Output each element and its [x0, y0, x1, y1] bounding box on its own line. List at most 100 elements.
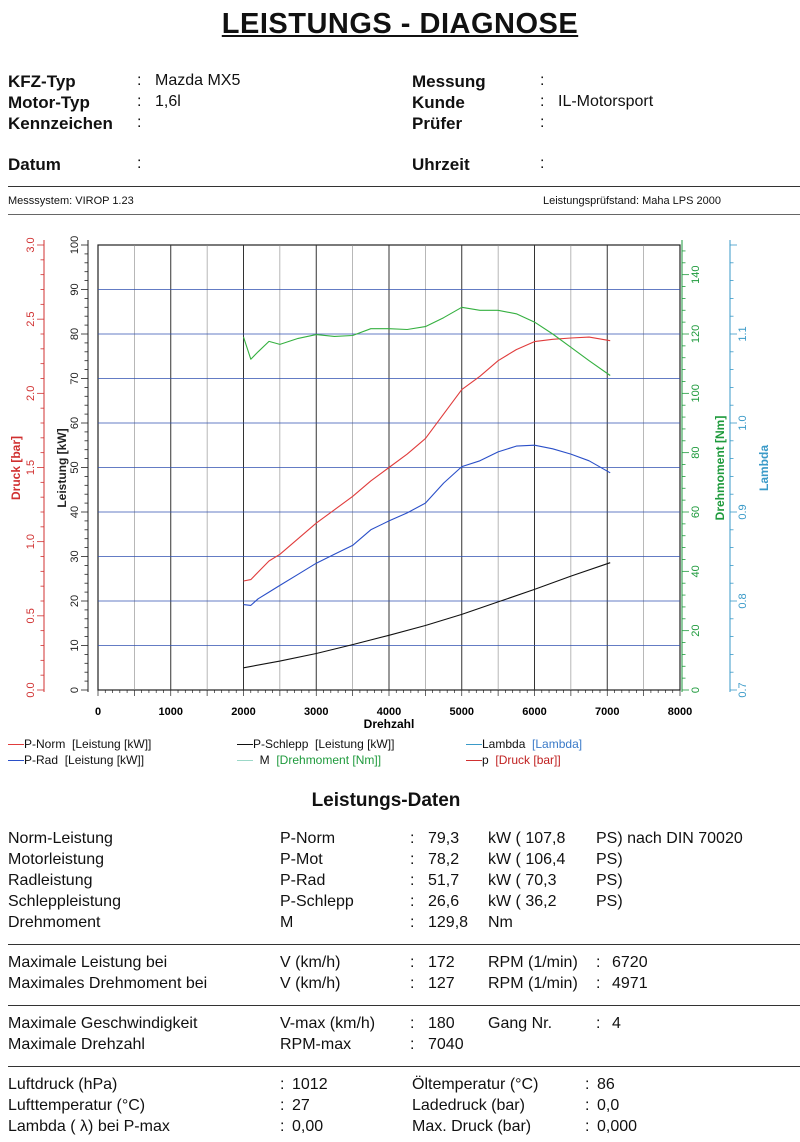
pruefer-label: Prüfer — [412, 114, 463, 133]
unit: kW ( 106,4 — [488, 851, 566, 868]
x-axis-title: Drehzahl — [364, 717, 415, 731]
datum-label: Datum — [8, 155, 61, 174]
lambda-tick-label: 0.9 — [737, 504, 749, 519]
legend-unit: [Leistung [kW]] — [315, 737, 395, 751]
x-tick-label: 6000 — [522, 706, 546, 718]
divider — [8, 214, 800, 215]
report-title: LEISTUNGS - DIAGNOSE — [221, 8, 579, 40]
leistung-tick-label: 50 — [69, 461, 81, 473]
druck-axis-title: Druck [bar] — [9, 436, 23, 500]
series-line-p-rad — [243, 444, 611, 606]
uhrzeit-label: Uhrzeit — [412, 155, 470, 174]
legend-item: P-Norm [Leistung [kW]] — [8, 737, 151, 751]
colon: : — [137, 72, 142, 89]
leistung-tick-label: 20 — [69, 595, 81, 607]
label: Maximale Drehzahl — [8, 1036, 145, 1053]
motor-typ-label: Motor-Typ — [8, 93, 90, 112]
pruefstand-text: Leistungsprüfstand: Maha LPS 2000 — [543, 195, 721, 207]
legend-unit: [Lambda] — [532, 737, 583, 751]
drehmoment-tick-label: 40 — [690, 565, 702, 577]
kfz-typ-value: Mazda MX5 — [155, 72, 241, 89]
legend-unit: [Leistung [kW]] — [64, 753, 145, 767]
rpm-label: RPM (1/min) — [488, 954, 578, 971]
value: 7040 — [428, 1036, 464, 1053]
value: 0,00 — [292, 1118, 324, 1135]
lambda-tick-label: 1.0 — [737, 415, 749, 430]
label: Ladedruck (bar) — [412, 1097, 525, 1114]
lambda-axis-title: Lambda — [757, 445, 771, 491]
unit: kW ( 70,3 — [488, 872, 557, 889]
drehmoment-tick-label: 120 — [690, 325, 702, 343]
leistung-axis: 0 10 20 30 40 50 60 70 80 90 100 — [69, 236, 89, 693]
value: 127 — [428, 975, 455, 992]
legend-item: M [Drehmoment [Nm]] — [237, 753, 381, 767]
druck-tick-label: 1.0 — [25, 534, 37, 549]
messsystem-text: Messsystem: VIROP 1.23 — [8, 195, 134, 207]
key: V-max (km/h) — [280, 1015, 376, 1032]
value: 172 — [428, 954, 455, 971]
colon: : — [137, 155, 142, 172]
label: Maximales Drehmoment bei — [8, 975, 208, 992]
value: 26,6 — [428, 893, 460, 910]
key: V (km/h) — [280, 975, 341, 992]
label: Lufttemperatur (°C) — [8, 1097, 146, 1114]
value: 79,3 — [428, 830, 460, 847]
key: P-Schlepp — [280, 893, 354, 910]
rpm-value: 6720 — [612, 954, 648, 971]
section-title: Leistungs-Daten — [311, 790, 461, 811]
unit: kW ( 107,8 — [488, 830, 566, 847]
legend-name: P-Norm — [24, 737, 66, 751]
legend-swatch — [8, 744, 24, 746]
gang-value: 4 — [612, 1015, 621, 1032]
legend-item: P-Rad [Leistung [kW]] — [8, 753, 144, 767]
motor-typ-value: 1,6l — [155, 93, 181, 110]
value: 27 — [292, 1097, 310, 1114]
kunde-label: Kunde — [412, 93, 465, 112]
x-tick-label: 2000 — [231, 706, 255, 718]
divider — [8, 944, 800, 945]
legend-unit: [Drehmoment [Nm]] — [276, 753, 382, 767]
drehmoment-tick-label: 100 — [690, 384, 702, 402]
leistung-tick-label: 70 — [69, 372, 81, 384]
label: Motorleistung — [8, 851, 105, 868]
x-axis: 0 1000 2000 3000 4000 5000 6000 7000 8000 — [95, 690, 692, 718]
x-tick-label: 0 — [95, 706, 101, 718]
drehmoment-tick-label: 20 — [690, 625, 702, 637]
series-line-p-schlepp — [243, 562, 611, 669]
colon: : — [540, 155, 545, 172]
drehmoment-tick-label: 60 — [690, 506, 702, 518]
unit: Nm — [488, 914, 513, 931]
label: Maximale Leistung bei — [8, 954, 168, 971]
x-tick-label: 1000 — [159, 706, 183, 718]
legend-name: M — [259, 753, 270, 767]
rpm-label: RPM (1/min) — [488, 975, 578, 992]
x-tick-label: 8000 — [668, 706, 692, 718]
divider — [8, 1005, 800, 1006]
unit: kW ( 36,2 — [488, 893, 557, 910]
rpm-value: 4971 — [612, 975, 648, 992]
colon: : — [540, 93, 545, 110]
label: Max. Druck (bar) — [412, 1118, 532, 1135]
legend-item: P-Schlepp [Leistung [kW]] — [237, 737, 394, 751]
value: 0,000 — [597, 1118, 638, 1135]
leistung-tick-label: 40 — [69, 506, 81, 518]
legend-swatch — [237, 760, 253, 762]
legend-unit: [Leistung [kW]] — [72, 737, 152, 751]
value: 51,7 — [428, 872, 460, 889]
divider — [8, 186, 800, 187]
leistung-tick-label: 0 — [69, 687, 81, 693]
legend-name: P-Rad — [24, 753, 59, 767]
leistung-axis-title: Leistung [kW] — [55, 428, 69, 507]
colon: : — [540, 114, 545, 131]
x-tick-label: 5000 — [450, 706, 474, 718]
value: 129,8 — [428, 914, 469, 931]
leistung-tick-label: 90 — [69, 283, 81, 295]
legend-unit: [Druck [bar]] — [495, 753, 561, 767]
label: Lambda ( λ) bei P-max — [8, 1118, 170, 1135]
lambda-tick-label: 0.7 — [737, 682, 749, 697]
druck-axis: 0.0 0.5 1.0 1.5 2.0 2.5 3.0 — [25, 237, 45, 698]
colon: : — [540, 72, 545, 89]
legend-name: Lambda — [482, 737, 526, 751]
key: V (km/h) — [280, 954, 341, 971]
legend-name: P-Schlepp — [253, 737, 309, 751]
